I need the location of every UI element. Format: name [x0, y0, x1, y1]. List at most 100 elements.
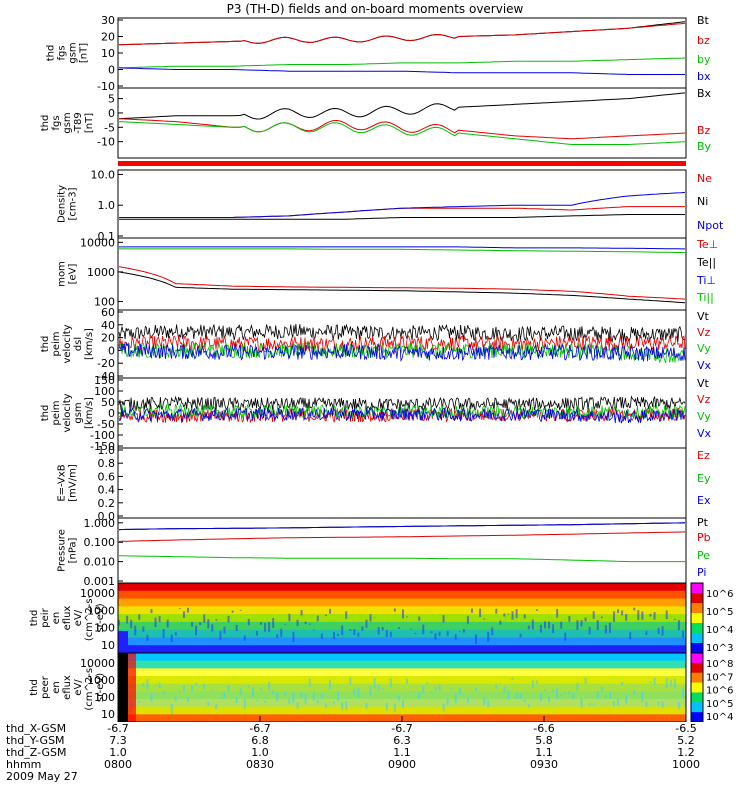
y-tick-label: 1.0 — [98, 444, 116, 457]
legend-entry-Pb: Pb — [697, 531, 711, 544]
footer-value: 7.3 — [109, 734, 127, 747]
y-tick-label: 0.0 — [98, 510, 116, 523]
footer-row-label: hhmm — [6, 758, 42, 771]
series-line-Vt — [118, 323, 686, 343]
legend-entry-Ti⊥: Ti⊥ — [696, 274, 716, 287]
y-tick-label: 0 — [108, 64, 115, 77]
legend-entry-Ey: Ey — [697, 472, 711, 485]
footer-value: 6.3 — [393, 734, 411, 747]
series-line-Pb — [118, 531, 686, 542]
y-axis-label: [km/s] — [84, 397, 95, 429]
colorbar-p10: 10^8 10^7 10^6 10^5 10^4 — [690, 652, 733, 722]
y-axis-label: [nT] — [79, 43, 90, 63]
footer-value: -6.7 — [249, 722, 271, 735]
series-line-Bt — [118, 21, 686, 46]
y-axis-label: thd — [46, 45, 57, 62]
y-axis-label: eV/ — [73, 609, 84, 626]
legend-entry-Vy: Vy — [697, 342, 711, 355]
y-tick-label: 10000 — [80, 657, 115, 670]
panel-frame — [117, 17, 687, 89]
y-axis-label: en — [51, 612, 62, 625]
y-tick-label: 50 — [101, 396, 115, 409]
series-line-by — [118, 57, 686, 69]
colorbar-label: 10^4 — [706, 625, 733, 636]
y-tick-label: 0.1 — [98, 230, 116, 243]
y-axis-label: thd — [40, 336, 51, 353]
y-tick-label: 0.4 — [98, 484, 116, 497]
y-axis-label: peim — [51, 331, 62, 356]
legend-entry-bz: bz — [697, 34, 710, 47]
page-title: P3 (TH-D) fields and on-board moments ov… — [226, 2, 524, 16]
y-tick-label: -10 — [97, 136, 115, 149]
footer-value: 1.2 — [677, 746, 695, 759]
series-line-Ni — [119, 214, 685, 220]
y-tick-label: -5 — [104, 121, 115, 134]
legend-entry-Pt: Pt — [697, 516, 709, 529]
series-line-Vx — [118, 406, 686, 424]
y-tick-label: 0.010 — [84, 556, 116, 569]
y-axis-label: (cm^2-s- — [84, 594, 95, 641]
series-line-Ti⊥ — [119, 246, 685, 250]
y-axis-label: dsl — [73, 337, 84, 351]
y-tick-label: 0.2 — [98, 497, 116, 510]
legend-entry-Pe: Pe — [697, 549, 710, 562]
footer-value: 0900 — [388, 758, 416, 771]
y-axis-label: sr-eV) — [95, 603, 106, 632]
series-line-Bx — [118, 92, 686, 120]
series-line-Npot — [119, 191, 686, 218]
y-tick-label: -150 — [90, 440, 115, 453]
y-tick-label: -20 — [97, 357, 115, 370]
legend-entry-Npot: Npot — [697, 219, 724, 232]
y-axis-label: -T89 — [73, 112, 84, 134]
y-tick-label: 1000 — [87, 604, 115, 617]
footer-row-label: thd_Z-GSM — [6, 746, 67, 759]
y-axis-label: eflux — [62, 675, 73, 700]
colorbar-p9: 10^6 10^5 10^4 10^3 — [690, 582, 733, 654]
colorbar-label: 10^7 — [706, 672, 733, 683]
footer-value: 0930 — [530, 758, 558, 771]
y-axis-label: [cm-3] — [68, 187, 79, 220]
y-tick-label: 60 — [101, 306, 115, 319]
y-axis-label: thd — [40, 115, 51, 132]
footer-value: 5.2 — [677, 734, 695, 747]
y-tick-label: -10 — [97, 80, 115, 93]
y-tick-label: 100 — [94, 622, 115, 635]
series-line-Te⊥ — [118, 266, 686, 300]
colorbar-label: 10^4 — [706, 712, 733, 722]
legend-entry-by: by — [697, 53, 711, 66]
y-tick-label: -100 — [90, 429, 115, 442]
panel-frame — [117, 309, 687, 379]
y-tick-label: -40 — [97, 370, 115, 383]
footer-date: 2009 May 27 — [6, 770, 78, 783]
y-axis-label: mom — [57, 261, 68, 287]
y-axis-label: eV/ — [73, 679, 84, 696]
y-tick-label: 10 — [101, 47, 115, 60]
legend-entry-Vz: Vz — [697, 393, 711, 406]
y-axis-label: peim — [51, 400, 62, 425]
footer-row-label: thd_X-GSM — [6, 722, 67, 735]
footer-value: 0830 — [246, 758, 274, 771]
legend-entry-Bz: Bz — [697, 124, 711, 137]
y-tick-label: 30 — [101, 14, 115, 27]
y-tick-label: 10000 — [80, 587, 115, 600]
y-tick-label: 0 — [108, 107, 115, 120]
y-tick-label: 1.000 — [84, 517, 116, 530]
y-axis-label: peer — [40, 675, 51, 699]
footer-value: 1.0 — [251, 746, 269, 759]
y-axis-label: peir — [40, 607, 51, 627]
footer-row-label: thd_Y-GSM — [6, 734, 65, 747]
y-axis-label: E=-VxB — [57, 464, 68, 501]
y-axis-label: thd — [40, 405, 51, 422]
panel-p8: 1.000 0.100 0.010 0.001 Pressure [nPa] Pt Pb Pe P… — [57, 516, 711, 588]
series-line-Vt — [118, 395, 686, 412]
y-axis-label: (cm^2-s- — [84, 664, 95, 711]
series-line-Te|| — [118, 271, 686, 304]
legend-entry-Bx: Bx — [697, 87, 712, 100]
y-tick-label: 0.001 — [84, 575, 116, 588]
y-tick-label: 1000 — [87, 266, 115, 279]
y-tick-label: -50 — [97, 418, 115, 431]
ephemeris-footer: thd_X-GSM -6.7 -6.7 -6.7 -6.6 -6.5 thd_Y-GSM 7.… — [0, 722, 750, 800]
panel-p10: 10000 1000 100 10 thd peer en eflux eV/(cm^2-s-s… — [29, 652, 733, 722]
